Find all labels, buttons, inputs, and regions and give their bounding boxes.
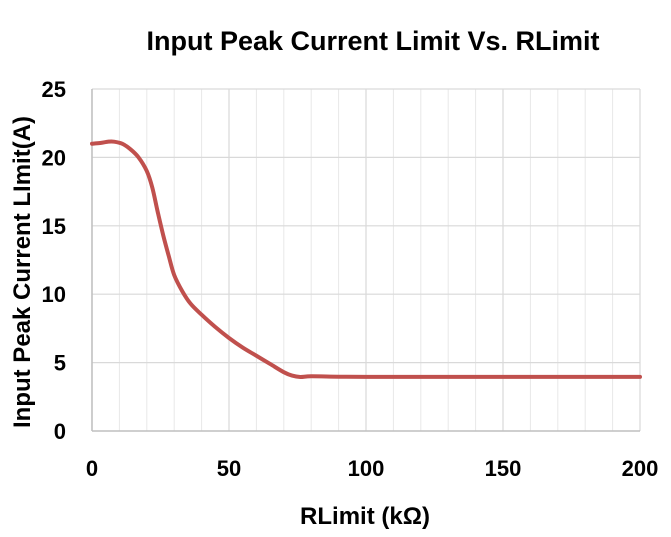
x-tick-label: 0 — [86, 456, 98, 481]
y-tick-label: 10 — [42, 282, 66, 307]
y-tick-label: 5 — [54, 351, 66, 376]
y-tick-labels: 0 5 10 15 20 25 — [42, 77, 66, 444]
y-tick-label: 20 — [42, 145, 66, 170]
y-tick-label: 0 — [54, 419, 66, 444]
x-tick-label: 150 — [485, 456, 522, 481]
series-line-1 — [90, 139, 642, 379]
x-axis-title: RLimit (kΩ) — [300, 503, 430, 530]
grid — [91, 88, 641, 431]
y-tick-label: 25 — [42, 77, 66, 102]
chart-title: Input Peak Current Limit Vs. RLimit — [146, 26, 599, 56]
axes — [91, 89, 640, 432]
x-tick-label: 50 — [217, 456, 241, 481]
x-tick-labels: 0 50 100 150 200 — [86, 456, 658, 481]
x-tick-label: 200 — [622, 456, 659, 481]
y-axis-title: Input Peak Current LImit(A) — [9, 116, 36, 428]
x-tick-label: 100 — [348, 456, 385, 481]
y-tick-label: 15 — [42, 214, 66, 239]
series-group — [90, 139, 642, 379]
